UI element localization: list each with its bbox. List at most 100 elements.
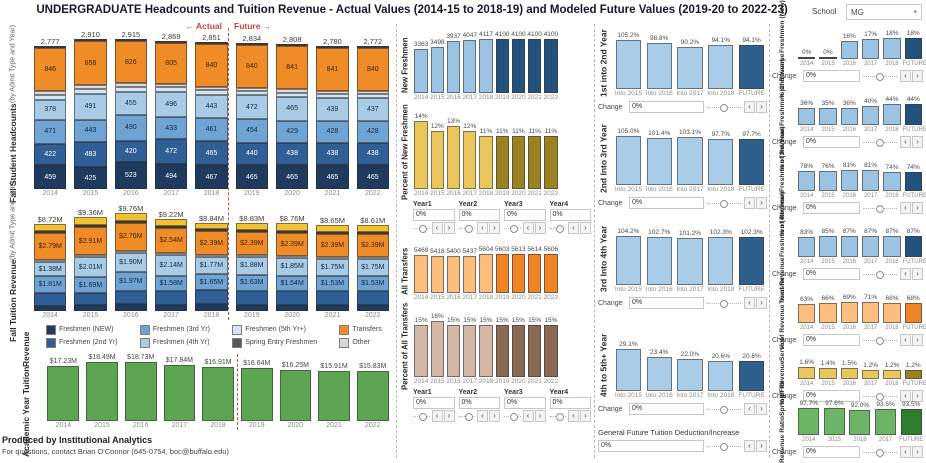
segment[interactable]	[316, 224, 349, 232]
segment[interactable]	[356, 224, 389, 232]
bar[interactable]	[819, 171, 837, 191]
legend-item[interactable]: Transfers	[339, 324, 392, 335]
stacked-bar[interactable]: 459 422 471 378 846	[34, 45, 67, 189]
bar[interactable]	[511, 254, 526, 293]
bar[interactable]	[883, 302, 901, 323]
bar[interactable]	[797, 304, 816, 323]
bar[interactable]	[446, 126, 461, 189]
segment[interactable]: $2.76M	[114, 223, 147, 251]
segment[interactable]: $1.97M	[114, 271, 147, 292]
bar[interactable]	[798, 408, 820, 435]
segment[interactable]: 438	[316, 142, 349, 166]
segment[interactable]: 378	[34, 100, 67, 120]
decrement-button[interactable]: ‹	[744, 440, 755, 452]
segment[interactable]: 454	[235, 119, 268, 143]
bar[interactable]	[279, 369, 312, 421]
bar[interactable]	[163, 364, 196, 421]
param-input[interactable]: 0%	[413, 397, 455, 409]
param-input[interactable]: 0%	[458, 209, 500, 221]
bar[interactable]	[544, 324, 558, 377]
slider-knob[interactable]	[464, 224, 473, 233]
segment[interactable]: $1.75M	[356, 259, 389, 277]
bar[interactable]	[861, 39, 880, 59]
param-input[interactable]: 0%	[629, 403, 704, 415]
bar[interactable]	[430, 255, 444, 293]
decrement-button[interactable]: ‹	[900, 202, 911, 214]
segment[interactable]: 491	[74, 94, 107, 120]
segment[interactable]	[276, 44, 309, 47]
bar[interactable]	[861, 369, 880, 379]
stacked-bar[interactable]: 465 438 428 439 841	[316, 45, 349, 189]
segment[interactable]	[34, 91, 67, 96]
bar[interactable]	[840, 235, 859, 257]
stacked-bar[interactable]: $1.97M $1.90M $2.76M	[114, 213, 147, 311]
segment[interactable]: 496	[155, 91, 188, 118]
segment[interactable]	[155, 304, 188, 311]
segment[interactable]	[235, 229, 268, 232]
segment[interactable]: 472	[235, 95, 268, 120]
segment[interactable]: $2.79M	[34, 233, 67, 261]
increment-button[interactable]: ›	[756, 440, 767, 452]
bar[interactable]	[86, 362, 118, 421]
segment[interactable]	[195, 229, 228, 232]
stacked-bar[interactable]: 425 483 443 491 858	[74, 39, 107, 189]
decrement-button[interactable]: ‹	[744, 197, 755, 209]
segment[interactable]: 438	[356, 142, 389, 166]
increment-button[interactable]: ›	[912, 446, 923, 458]
segment[interactable]	[74, 88, 107, 95]
bar[interactable]	[904, 369, 923, 379]
bar[interactable]	[646, 356, 672, 391]
bar[interactable]	[883, 38, 901, 59]
param-slider[interactable]	[549, 224, 567, 233]
param-input[interactable]: 0%	[458, 397, 500, 409]
segment[interactable]	[316, 231, 349, 234]
bar[interactable]	[446, 324, 461, 377]
increment-button[interactable]: ›	[534, 222, 546, 234]
slider-knob[interactable]	[875, 448, 884, 457]
bar[interactable]	[414, 48, 428, 93]
segment[interactable]: $1.69M	[74, 276, 107, 294]
decrement-button[interactable]: ‹	[744, 101, 755, 113]
segment[interactable]	[195, 42, 228, 45]
increment-button[interactable]: ›	[489, 410, 500, 422]
param-input[interactable]: 0%	[549, 209, 591, 221]
segment[interactable]: 422	[34, 143, 67, 166]
segment[interactable]: 429	[276, 120, 309, 143]
param-slider[interactable]	[504, 412, 521, 421]
segment[interactable]	[155, 291, 188, 305]
slider-knob[interactable]	[510, 412, 519, 421]
decrement-button[interactable]: ‹	[900, 136, 911, 148]
segment[interactable]: $1.53M	[356, 276, 389, 291]
segment[interactable]: $2.54M	[155, 227, 188, 253]
segment[interactable]	[74, 255, 107, 258]
bar[interactable]	[677, 358, 703, 391]
segment[interactable]	[235, 290, 268, 305]
increment-button[interactable]: ›	[580, 222, 591, 234]
segment[interactable]: $1.65M	[195, 274, 228, 291]
stacked-bar[interactable]: $1.69M $2.01M $2.91M	[74, 217, 107, 311]
bar[interactable]	[677, 46, 703, 89]
bar[interactable]	[840, 40, 859, 59]
bar[interactable]	[511, 324, 526, 377]
bar[interactable]	[479, 38, 493, 93]
bar[interactable]	[544, 254, 558, 293]
bar[interactable]	[544, 135, 558, 189]
segment[interactable]	[114, 221, 147, 224]
bar[interactable]	[495, 38, 509, 93]
segment[interactable]: 805	[155, 43, 188, 85]
segment[interactable]	[114, 291, 147, 305]
segment[interactable]	[316, 45, 349, 48]
bar[interactable]	[883, 369, 901, 379]
segment[interactable]: 472	[155, 139, 188, 164]
decrement-button[interactable]: ‹	[522, 222, 534, 234]
segment[interactable]: 439	[316, 98, 349, 121]
segment[interactable]: $1.81M	[34, 275, 67, 294]
bar[interactable]	[430, 46, 444, 93]
bar[interactable]	[797, 366, 816, 379]
segment[interactable]	[316, 93, 349, 99]
param-slider[interactable]	[863, 448, 897, 457]
segment[interactable]	[356, 304, 389, 311]
param-input[interactable]: 0%	[803, 446, 860, 458]
segment[interactable]	[316, 256, 349, 259]
segment[interactable]: 826	[114, 40, 147, 84]
